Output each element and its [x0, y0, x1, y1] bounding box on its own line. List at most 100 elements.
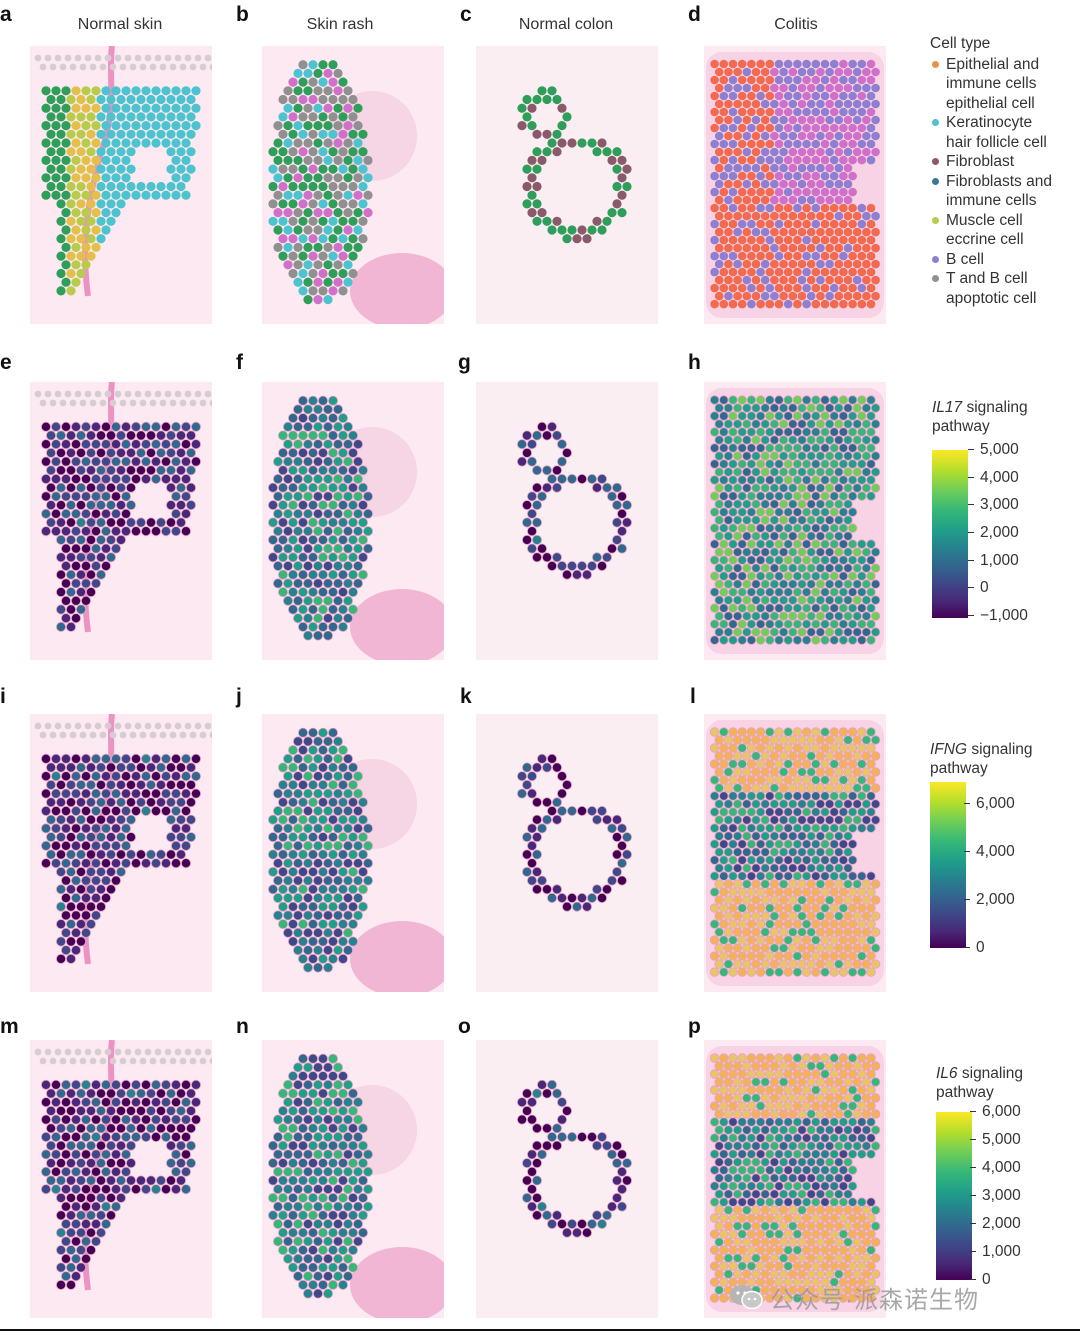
spatial-spot: [746, 603, 757, 613]
spatial-spot: [820, 59, 830, 69]
spatial-spot: [857, 1261, 867, 1271]
spatial-spot: [116, 849, 127, 860]
spatial-spot: [358, 1227, 369, 1238]
spatial-spot: [806, 627, 816, 637]
spatial-spot: [611, 1158, 622, 1169]
spatial-spot: [857, 571, 867, 581]
spatial-spot: [66, 517, 77, 528]
spatial-spot: [96, 216, 106, 226]
spatial-spot: [131, 1114, 142, 1125]
spatial-spot: [811, 171, 821, 181]
spatial-spot: [829, 887, 839, 897]
spatial-spot: [778, 1173, 789, 1183]
spatial-spot: [733, 163, 742, 173]
spatial-spot: [292, 421, 303, 432]
spatial-spot: [806, 499, 816, 509]
spatial-spot: [815, 451, 826, 461]
spatial-spot: [61, 138, 71, 148]
spatial-spot: [747, 203, 756, 213]
spatial-spot: [788, 291, 798, 301]
panel-letter-k: k: [460, 685, 472, 708]
spatial-spot: [866, 1245, 876, 1255]
spatial-spot: [815, 1285, 826, 1295]
spatial-spot: [857, 299, 867, 309]
spatial-spot: [268, 884, 278, 895]
spatial-spot: [714, 611, 724, 621]
spatial-spot: [121, 103, 131, 113]
spatial-spot: [742, 927, 752, 937]
colorbar-tick-label: 3,000: [970, 1187, 1021, 1204]
spatial-spot: [847, 791, 858, 801]
spatial-spot: [838, 619, 849, 629]
fiducial-spot: [44, 390, 52, 398]
spatial-spot: [866, 903, 876, 913]
spatial-spot: [298, 814, 309, 825]
spatial-spot: [779, 131, 788, 141]
spatial-spot: [843, 419, 853, 429]
spatial-spot: [723, 911, 734, 921]
fiducial-spot: [169, 1057, 177, 1065]
spatial-spot: [268, 1175, 278, 1186]
spatial-spot: [801, 823, 812, 833]
spatial-spot: [96, 1210, 107, 1221]
spatial-spot: [755, 1149, 766, 1159]
spatial-spot: [71, 910, 82, 921]
spatial-spot: [793, 187, 802, 197]
spatial-spot: [185, 762, 196, 773]
fiducial-spot: [94, 722, 102, 730]
spatial-spot: [592, 1140, 603, 1151]
spatial-spot: [861, 595, 872, 605]
spatial-spot: [724, 291, 733, 301]
spatial-spot: [81, 858, 92, 869]
spatial-spot: [313, 788, 324, 799]
spatial-spot: [783, 571, 793, 581]
spatial-spot: [834, 1125, 844, 1135]
spatial-spot: [815, 563, 826, 573]
spatial-spot: [838, 1149, 849, 1159]
spatial-spot: [755, 1165, 766, 1175]
spatial-spot: [292, 1201, 303, 1212]
spatial-spot: [66, 779, 77, 790]
spatial-spot: [91, 1079, 102, 1090]
spatial-spot: [723, 579, 734, 589]
spatial-spot: [51, 103, 61, 113]
spatial-spot: [96, 797, 107, 808]
spatial-spot: [180, 526, 191, 537]
spatial-spot: [308, 1245, 319, 1256]
spatial-spot: [847, 727, 858, 737]
spatial-spot: [76, 1210, 87, 1221]
spatial-spot: [728, 919, 738, 929]
spatial-spot: [111, 771, 122, 782]
spatial-spot: [542, 147, 552, 157]
spatial-spot: [838, 411, 849, 421]
spatial-spot: [71, 526, 82, 537]
spatial-spot: [710, 235, 719, 245]
spatial-spot: [723, 499, 734, 509]
spatial-spot: [765, 1101, 775, 1111]
spatial-spot: [55, 849, 66, 860]
spatial-spot: [801, 555, 812, 565]
fiducial-spot: [209, 399, 212, 407]
spatial-spot: [829, 203, 839, 213]
spatial-spot: [116, 1088, 127, 1099]
spatial-spot: [146, 762, 157, 773]
spatial-spot: [710, 139, 719, 149]
spatial-spot: [303, 753, 314, 764]
spatial-spot: [318, 1105, 329, 1116]
spatial-spot: [165, 500, 176, 511]
spatial-spot: [751, 547, 761, 557]
spatial-spot: [131, 1184, 142, 1195]
spatial-spot: [778, 595, 789, 605]
spatial-spot: [81, 260, 91, 270]
spatial-spot: [165, 849, 176, 860]
spatial-spot: [755, 839, 766, 849]
spatial-spot: [308, 849, 319, 860]
spatial-spot: [847, 1101, 858, 1111]
spatial-spot: [323, 404, 334, 415]
spatial-spot: [746, 587, 757, 597]
spatial-spot: [746, 951, 757, 961]
spatial-spot: [719, 727, 729, 737]
spatial-spot: [728, 635, 738, 645]
spatial-spot: [343, 242, 353, 252]
spatial-spot: [769, 911, 780, 921]
